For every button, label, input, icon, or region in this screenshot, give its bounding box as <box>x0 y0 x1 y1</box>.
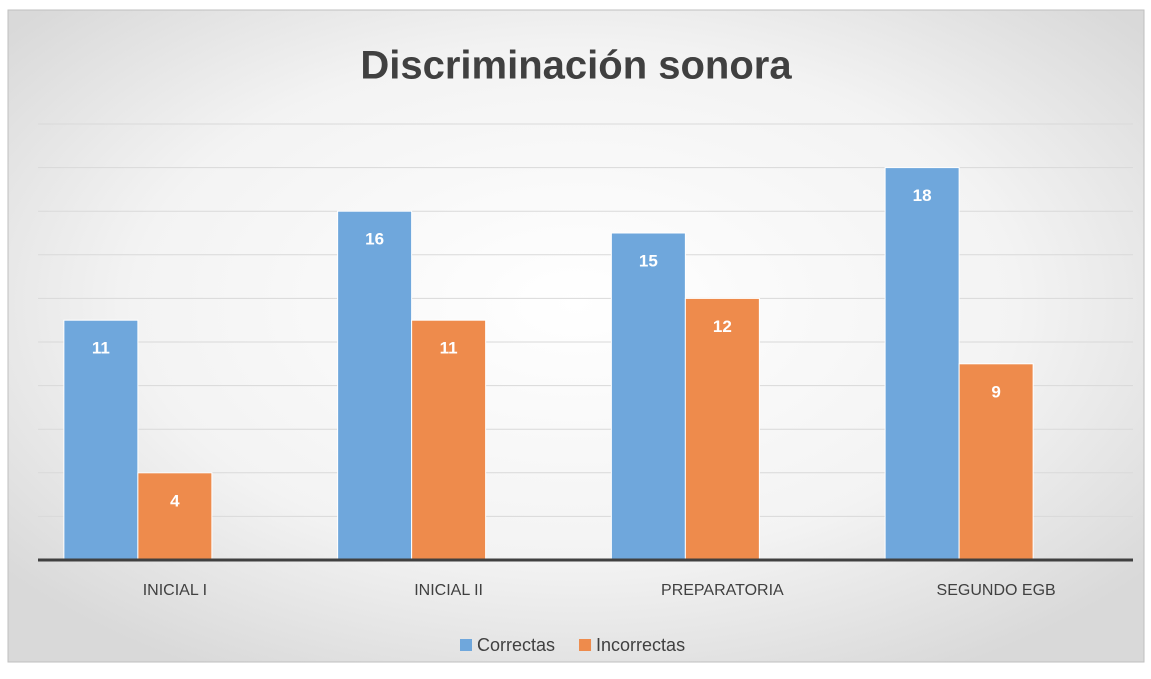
data-label: 9 <box>991 382 1000 401</box>
data-label: 18 <box>913 186 932 205</box>
data-label: 15 <box>639 251 658 270</box>
legend-label: Incorrectas <box>596 635 685 655</box>
legend-swatch <box>460 639 472 651</box>
bar <box>411 319 487 561</box>
data-label: 16 <box>365 230 384 249</box>
bar <box>137 472 213 561</box>
x-tick-label: INICIAL II <box>414 582 483 599</box>
x-tick-label: SEGUNDO EGB <box>937 582 1056 599</box>
bar <box>337 210 413 561</box>
data-label: 11 <box>92 339 110 358</box>
chart-title: Discriminación sonora <box>360 44 792 88</box>
x-tick-label: PREPARATORIA <box>661 582 784 599</box>
bar <box>884 167 960 561</box>
data-label: 4 <box>170 491 180 510</box>
chart-background <box>7 9 1145 663</box>
bar <box>610 232 686 561</box>
data-label: 12 <box>713 317 732 336</box>
bar <box>684 297 760 561</box>
data-label: 11 <box>440 339 458 358</box>
x-tick-label: INICIAL I <box>143 582 207 599</box>
legend-label: Correctas <box>477 635 555 655</box>
bar <box>63 319 139 561</box>
legend-swatch <box>579 639 592 651</box>
